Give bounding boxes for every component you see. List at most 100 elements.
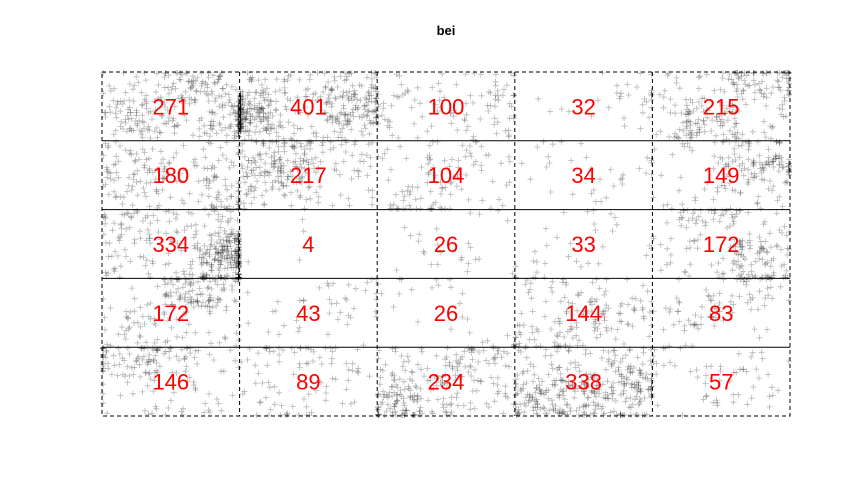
point-marker	[232, 116, 239, 123]
point-marker	[237, 100, 244, 107]
point-marker	[149, 146, 156, 152]
point-marker	[154, 95, 161, 102]
point-marker	[769, 123, 776, 130]
point-marker	[758, 244, 764, 251]
point-marker	[266, 348, 273, 355]
point-marker	[393, 267, 400, 274]
point-marker	[137, 304, 144, 311]
point-marker	[432, 101, 439, 108]
point-marker	[435, 80, 442, 87]
point-marker	[156, 129, 163, 136]
point-marker	[725, 76, 732, 83]
point-marker	[107, 342, 114, 349]
point-marker	[300, 157, 307, 164]
point-marker	[296, 360, 303, 367]
point-marker	[266, 169, 273, 176]
point-marker	[276, 87, 283, 94]
point-marker	[258, 105, 265, 112]
point-marker	[307, 145, 314, 152]
point-marker	[786, 87, 792, 94]
point-marker	[260, 109, 267, 116]
point-marker	[223, 307, 230, 314]
point-marker	[177, 170, 184, 177]
point-marker	[766, 393, 773, 400]
point-marker	[774, 243, 781, 250]
point-marker	[235, 195, 242, 202]
point-marker	[205, 98, 212, 104]
point-marker	[219, 274, 225, 281]
point-marker	[271, 153, 277, 159]
point-marker	[207, 122, 214, 129]
point-marker	[105, 253, 112, 260]
point-marker	[248, 76, 255, 83]
point-marker	[637, 70, 644, 77]
point-marker	[235, 117, 242, 123]
point-marker	[166, 355, 173, 361]
point-marker	[289, 136, 296, 143]
point-marker	[174, 70, 181, 76]
point-marker	[366, 117, 373, 124]
point-marker	[368, 75, 375, 82]
point-marker	[237, 125, 244, 132]
point-marker	[276, 358, 283, 365]
point-marker	[235, 264, 242, 271]
point-marker	[268, 161, 275, 167]
point-marker	[260, 125, 267, 132]
point-marker	[208, 232, 215, 239]
point-marker	[141, 119, 147, 126]
point-marker	[187, 84, 194, 91]
point-marker	[693, 132, 700, 139]
point-marker	[687, 368, 694, 375]
point-marker	[137, 235, 144, 242]
point-marker	[176, 357, 183, 364]
point-marker	[293, 179, 300, 186]
point-marker	[219, 243, 226, 250]
point-marker	[729, 187, 736, 193]
point-marker	[235, 271, 242, 277]
point-marker	[781, 98, 788, 104]
point-marker	[206, 329, 212, 336]
point-marker	[399, 188, 406, 195]
point-marker	[257, 398, 264, 405]
point-marker	[209, 109, 216, 116]
point-marker	[205, 74, 212, 81]
point-marker	[548, 397, 555, 404]
point-marker	[784, 70, 791, 76]
point-marker	[483, 357, 490, 364]
point-marker	[247, 113, 254, 120]
point-marker	[106, 83, 113, 89]
point-marker	[112, 161, 119, 168]
point-marker	[548, 284, 555, 291]
point-marker	[181, 200, 187, 207]
point-marker	[275, 164, 282, 171]
point-marker	[107, 87, 114, 94]
point-marker	[493, 130, 500, 137]
point-marker	[158, 112, 165, 119]
point-marker	[693, 105, 700, 112]
point-marker	[327, 138, 334, 145]
point-marker	[237, 98, 244, 105]
point-marker	[717, 99, 723, 106]
point-marker	[191, 163, 198, 169]
point-marker	[485, 152, 492, 158]
point-marker	[343, 76, 350, 83]
point-marker	[432, 199, 439, 206]
point-marker	[348, 70, 355, 77]
point-marker	[373, 94, 380, 101]
point-marker	[667, 359, 674, 366]
point-marker	[316, 284, 323, 291]
point-marker	[774, 77, 781, 84]
point-marker	[529, 308, 536, 315]
point-marker	[763, 94, 770, 101]
point-marker	[231, 239, 238, 246]
point-marker	[209, 91, 216, 97]
point-marker	[247, 117, 254, 124]
point-marker	[395, 134, 402, 141]
point-marker	[287, 168, 294, 175]
point-marker	[696, 124, 703, 131]
point-marker	[297, 345, 304, 352]
point-marker	[702, 219, 709, 226]
point-marker	[235, 274, 242, 281]
point-marker	[271, 163, 278, 170]
point-marker	[171, 123, 178, 130]
